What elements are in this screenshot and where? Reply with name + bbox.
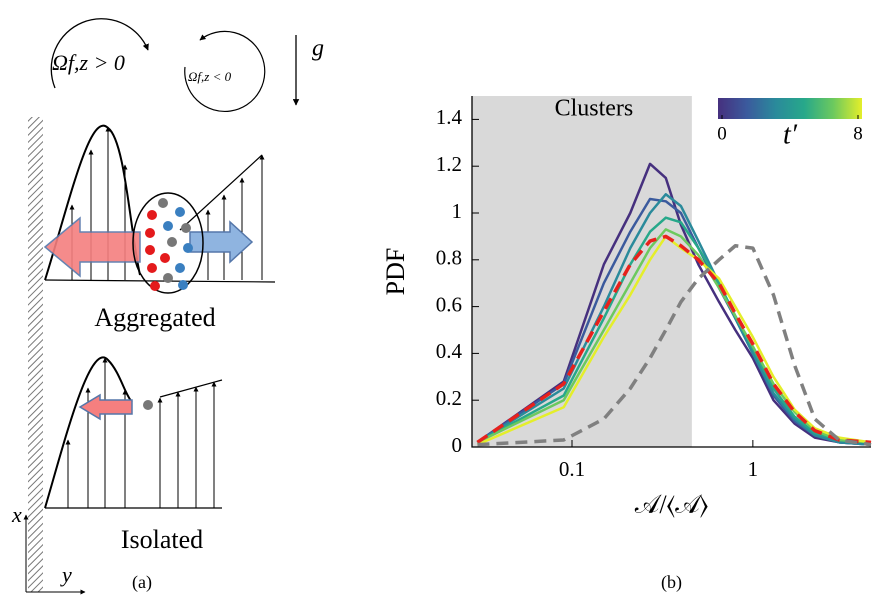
chart: Clusters 0 0.2 0.4 0.6 0.8 1 1.2 1.4 0.1 1 𝒜/⟨𝒜⟩ PDF…	[381, 96, 872, 593]
force-arrow	[43, 216, 141, 278]
velocity-profile	[44, 356, 133, 509]
cluster	[132, 192, 204, 294]
panel-label: (b)	[661, 572, 682, 593]
rotation-arrow	[184, 30, 266, 113]
y-axis-label: PDF	[381, 248, 410, 296]
x-axis-label: 𝒜/⟨𝒜⟩	[635, 490, 709, 519]
gravity: g	[312, 36, 324, 62]
y-tick-label: 0	[452, 433, 463, 457]
force-arrow	[189, 220, 254, 264]
isolated-label: Isolated	[121, 525, 203, 554]
wall	[28, 117, 43, 592]
baseline	[44, 279, 276, 283]
series-line	[476, 162, 872, 446]
diagram: Ωf,z > 0 Ωf,z < 0 g Aggregated	[11, 18, 324, 595]
x-tick-label: 0.1	[559, 457, 585, 481]
y-tick-label: 1.2	[436, 152, 462, 176]
colorbar-tick-label: 8	[853, 123, 863, 144]
y-tick-label: 1	[452, 199, 463, 223]
y-tick-label: 0.6	[436, 292, 462, 316]
colorbar-tick-label: 0	[717, 123, 727, 144]
y-tick-label: 0.8	[436, 246, 462, 270]
omega-negative: Ωf,z < 0	[188, 69, 232, 84]
velocity-profile	[179, 154, 263, 231]
series-line	[476, 193, 872, 446]
y-tick-label: 0.4	[436, 339, 463, 363]
colorbar	[718, 98, 862, 119]
aggregated-label: Aggregated	[94, 303, 215, 332]
shaded-region	[472, 96, 692, 447]
velocity-profile	[159, 379, 223, 398]
axis-x-label: x	[11, 502, 22, 527]
velocity-arrows	[65, 357, 217, 508]
colorbar-label: t′	[783, 119, 798, 150]
force-arrow	[78, 393, 133, 421]
y-tick-label: 0.2	[436, 386, 462, 410]
x-tick-label: 1	[748, 457, 759, 481]
particles	[143, 198, 193, 410]
panel-label: (a)	[132, 572, 152, 593]
series-line	[477, 244, 872, 447]
shaded-region-label: Clusters	[555, 96, 634, 122]
rotation-arrow	[50, 18, 149, 89]
y-tick-label: 1.4	[436, 105, 463, 129]
omega-positive: Ωf,z > 0	[52, 50, 125, 75]
axis-y-label: y	[60, 562, 72, 587]
